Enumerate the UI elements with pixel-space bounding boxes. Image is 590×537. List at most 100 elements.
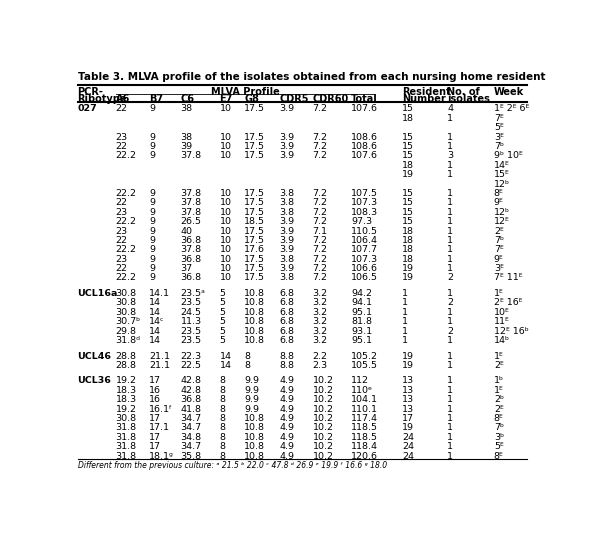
Text: 108.3: 108.3 xyxy=(351,208,378,217)
Text: 18.1ᵍ: 18.1ᵍ xyxy=(149,452,174,461)
Text: 1: 1 xyxy=(447,386,453,395)
Text: 8: 8 xyxy=(219,414,225,423)
Text: 9ᴱ: 9ᴱ xyxy=(494,198,503,207)
Text: 34.7: 34.7 xyxy=(181,424,202,432)
Text: 31.8ᵈ: 31.8ᵈ xyxy=(116,336,140,345)
Text: 6.8: 6.8 xyxy=(279,317,294,326)
Text: 37.8: 37.8 xyxy=(181,245,202,255)
Text: 41.8: 41.8 xyxy=(181,405,202,413)
Text: 10.2: 10.2 xyxy=(313,395,333,404)
Text: 1: 1 xyxy=(447,236,453,245)
Text: 027: 027 xyxy=(78,105,97,113)
Text: A6: A6 xyxy=(116,93,130,104)
Text: 31.8: 31.8 xyxy=(116,424,137,432)
Text: 7ᴱ 11ᴱ: 7ᴱ 11ᴱ xyxy=(494,273,522,282)
Text: 17.5: 17.5 xyxy=(244,255,266,264)
Text: 18.3: 18.3 xyxy=(116,386,137,395)
Text: 17.5: 17.5 xyxy=(244,142,266,151)
Text: 4.9: 4.9 xyxy=(279,395,294,404)
Text: 2ᴱ: 2ᴱ xyxy=(494,361,503,370)
Text: 17.5: 17.5 xyxy=(244,208,266,217)
Text: 5ᴱ: 5ᴱ xyxy=(494,124,503,132)
Text: 1: 1 xyxy=(447,452,453,461)
Text: 17.5: 17.5 xyxy=(244,273,266,282)
Text: Table 3. MLVA profile of the isolates obtained from each nursing home resident: Table 3. MLVA profile of the isolates ob… xyxy=(78,72,545,82)
Text: 1: 1 xyxy=(447,264,453,273)
Text: 4.9: 4.9 xyxy=(279,433,294,442)
Text: 10: 10 xyxy=(219,198,231,207)
Text: 10.8: 10.8 xyxy=(244,317,266,326)
Text: 9ᴱ: 9ᴱ xyxy=(494,255,503,264)
Text: 3.9: 3.9 xyxy=(279,236,294,245)
Text: 81.8: 81.8 xyxy=(351,317,372,326)
Text: 8: 8 xyxy=(219,433,225,442)
Text: 22: 22 xyxy=(116,142,127,151)
Text: Resident: Resident xyxy=(402,87,451,97)
Text: 1: 1 xyxy=(402,326,408,336)
Text: 17.6: 17.6 xyxy=(244,245,266,255)
Text: 104.1: 104.1 xyxy=(351,395,378,404)
Text: 120.6: 120.6 xyxy=(351,452,378,461)
Text: 1: 1 xyxy=(447,317,453,326)
Text: 7ᵇ: 7ᵇ xyxy=(494,142,504,151)
Text: 17: 17 xyxy=(149,442,161,451)
Text: 7ᴱ: 7ᴱ xyxy=(494,114,503,123)
Text: 1: 1 xyxy=(447,208,453,217)
Text: 7ᴱ: 7ᴱ xyxy=(494,245,503,255)
Text: 34.7: 34.7 xyxy=(181,442,202,451)
Text: 2: 2 xyxy=(447,326,453,336)
Text: 106.4: 106.4 xyxy=(351,236,378,245)
Text: 8: 8 xyxy=(244,361,250,370)
Text: 36.8: 36.8 xyxy=(181,255,202,264)
Text: 7.2: 7.2 xyxy=(313,236,327,245)
Text: 1: 1 xyxy=(447,352,453,360)
Text: 7.2: 7.2 xyxy=(313,217,327,226)
Text: 22.2: 22.2 xyxy=(116,273,137,282)
Text: 8: 8 xyxy=(219,386,225,395)
Text: 5: 5 xyxy=(219,317,225,326)
Text: 21.1: 21.1 xyxy=(149,352,170,360)
Text: 4.9: 4.9 xyxy=(279,414,294,423)
Text: 7.2: 7.2 xyxy=(313,105,327,113)
Text: 36.8: 36.8 xyxy=(181,236,202,245)
Text: UCL16a: UCL16a xyxy=(78,289,118,298)
Text: 38: 38 xyxy=(181,105,193,113)
Text: 3.8: 3.8 xyxy=(279,198,294,207)
Text: 4.9: 4.9 xyxy=(279,442,294,451)
Text: 7.2: 7.2 xyxy=(313,273,327,282)
Text: 34.8: 34.8 xyxy=(181,433,202,442)
Text: Different from the previous culture: ᵃ 21.5 ᵇ 22.0 ᶜ 47.8 ᵈ 26.9 ᵉ 19.9 ᶠ 16.6 ᵍ: Different from the previous culture: ᵃ 2… xyxy=(78,461,387,470)
Text: 110.5: 110.5 xyxy=(351,227,378,236)
Text: 9.9: 9.9 xyxy=(244,386,259,395)
Text: 1: 1 xyxy=(447,442,453,451)
Text: 9.9: 9.9 xyxy=(244,395,259,404)
Text: 24: 24 xyxy=(402,433,414,442)
Text: 9: 9 xyxy=(149,236,155,245)
Text: 8: 8 xyxy=(219,442,225,451)
Text: 10: 10 xyxy=(219,245,231,255)
Text: 10.2: 10.2 xyxy=(313,376,333,386)
Text: 14: 14 xyxy=(149,326,161,336)
Text: 14ᶜ: 14ᶜ xyxy=(149,317,165,326)
Text: 106.5: 106.5 xyxy=(351,273,378,282)
Text: 7.1: 7.1 xyxy=(313,227,327,236)
Text: 10.2: 10.2 xyxy=(313,452,333,461)
Text: 6.8: 6.8 xyxy=(279,289,294,298)
Text: 118.5: 118.5 xyxy=(351,433,378,442)
Text: 28.8: 28.8 xyxy=(116,361,137,370)
Text: 22.2: 22.2 xyxy=(116,245,137,255)
Text: 17.1: 17.1 xyxy=(149,424,170,432)
Text: 23: 23 xyxy=(116,227,127,236)
Text: 15: 15 xyxy=(402,142,414,151)
Text: 15: 15 xyxy=(402,133,414,142)
Text: 34.7: 34.7 xyxy=(181,414,202,423)
Text: 8: 8 xyxy=(219,424,225,432)
Text: 1: 1 xyxy=(447,170,453,179)
Text: 1: 1 xyxy=(402,308,408,317)
Text: 17.5: 17.5 xyxy=(244,198,266,207)
Text: 10: 10 xyxy=(219,189,231,198)
Text: 10: 10 xyxy=(219,255,231,264)
Text: 1: 1 xyxy=(447,161,453,170)
Text: 7.2: 7.2 xyxy=(313,151,327,161)
Text: 9: 9 xyxy=(149,142,155,151)
